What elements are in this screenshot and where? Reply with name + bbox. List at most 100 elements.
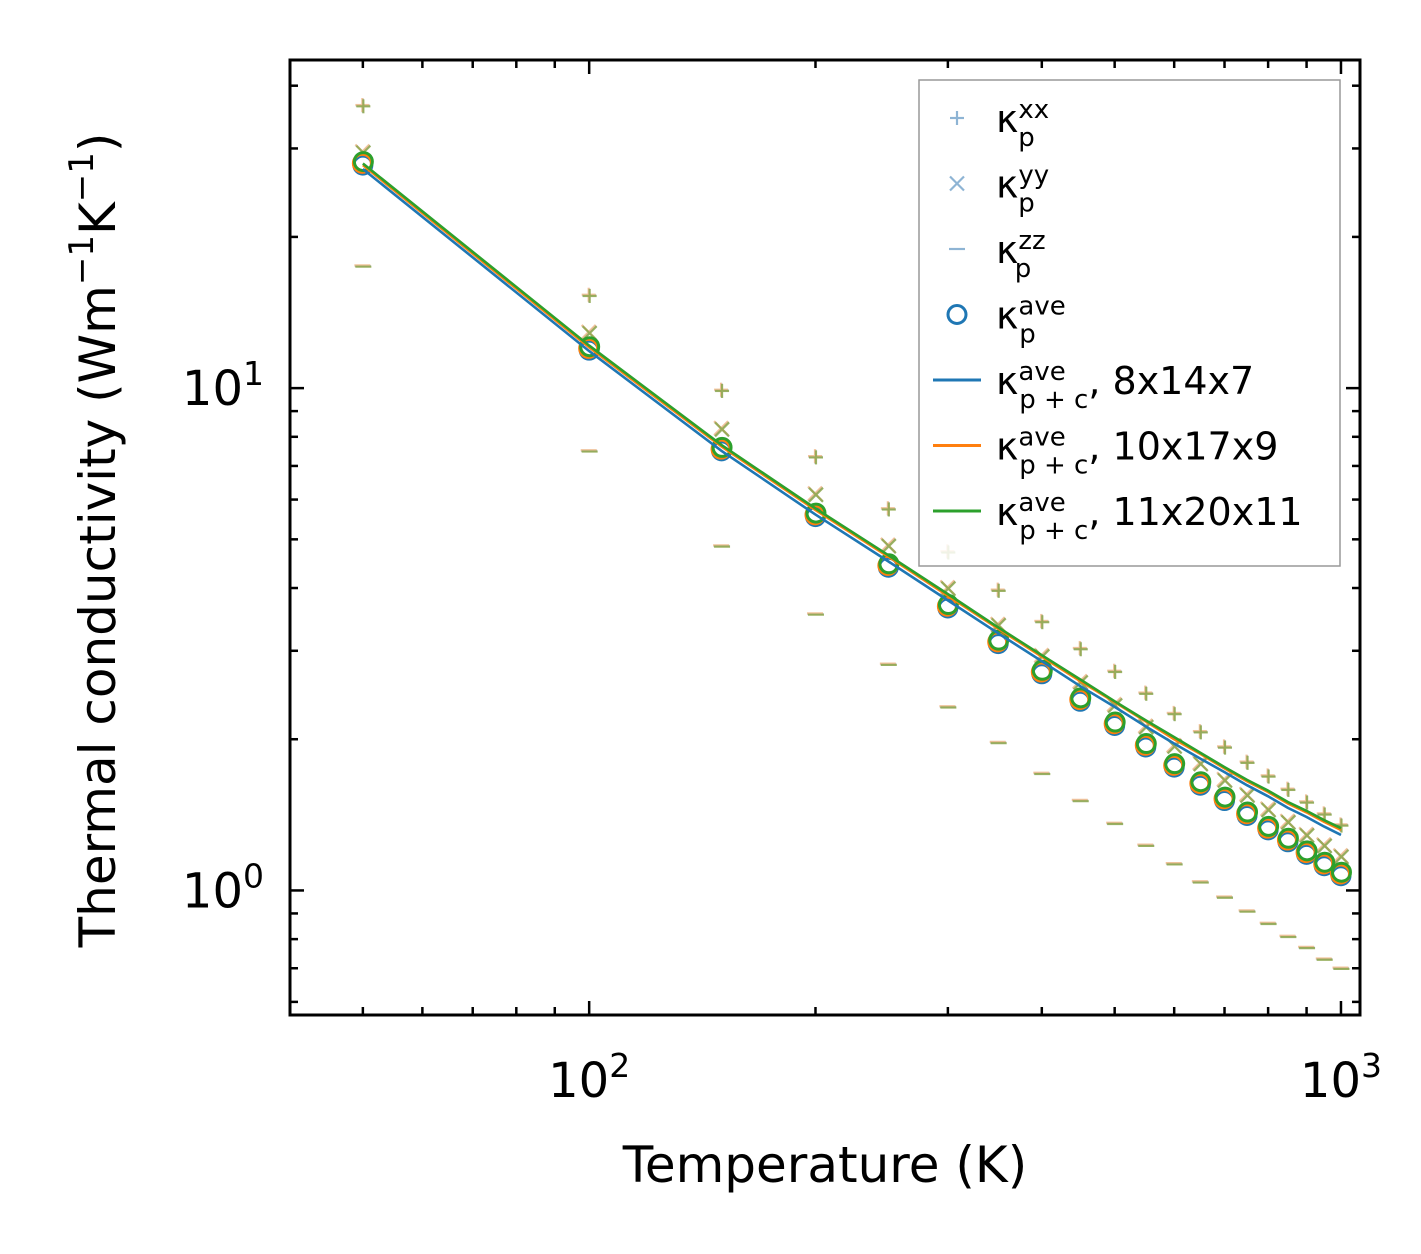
kappa_p_yy-point-3-2-d2: [808, 487, 824, 503]
kappa_p_xx-point-4-2: [881, 502, 896, 517]
legend-label-5-part-2: p + c: [1019, 451, 1088, 481]
kappa_p_ave-point-15-2: [1258, 815, 1280, 837]
kappa_p_ave-point-13-2: [1214, 786, 1236, 808]
legend-marker-3: [946, 304, 968, 325]
legend-label-3-part-0: κ: [996, 294, 1018, 338]
plot-marks: [351, 98, 1352, 971]
legend-label-2-part-2: p: [1015, 254, 1032, 284]
legend-label-4-part-0: κ: [996, 359, 1018, 403]
kappa_p_ave-point-2-2: [711, 436, 733, 458]
kappa_p_ave-point-1-2-ring: [579, 336, 601, 358]
legend-label-3: κave p: [996, 292, 1066, 350]
legend-label-2: κzz p: [996, 226, 1046, 284]
kappa_p_xx-point-12-2: [1193, 725, 1208, 740]
kappa_p_yy-point-3-2: [808, 487, 824, 503]
kappa_p_yy-point-12-2-d2: [1193, 756, 1209, 772]
kappa_p_ave-point-11-2: [1164, 753, 1186, 775]
kappa_p_ave-point-8-2-ring: [1070, 687, 1092, 709]
kappa_p_ave-point-18-2: [1314, 851, 1336, 873]
legend-label-3-part-1: ave: [1018, 292, 1065, 322]
legend-label-5: κave p + c, 10x17x9: [996, 423, 1278, 481]
kappa_p_ave-point-17-2-ring: [1296, 840, 1318, 862]
kappa_p_ave-point-8-2: [1070, 687, 1092, 709]
legend-marker-0: [950, 111, 964, 125]
kappa_p_xx-point-8-2: [1073, 642, 1088, 657]
kappa_p_ave-point-9-2-ring: [1104, 711, 1126, 733]
y-tick-label-1: 100: [182, 856, 264, 919]
kappa_p_ave-point-19-2-ring: [1330, 861, 1352, 883]
legend-entry-0: κxx p: [950, 95, 1049, 153]
kappa_pc_ave_11x20x11-line: [362, 162, 1342, 830]
kappa_p_xx-point-11-2: [1167, 707, 1182, 722]
kappa_p_yy-point-14-2: [1239, 787, 1256, 804]
kappa_p_xx-point-15-2: [1261, 769, 1276, 784]
axis-ticks: [288, 60, 1360, 1015]
kappa_p_ave-point-2-2-ring: [711, 436, 733, 458]
kappa_p_ave-point-19-2: [1330, 861, 1352, 883]
kappa_p_xx-point-2-2: [715, 383, 730, 398]
kappa_p_xx-point-7-2: [1035, 615, 1050, 630]
legend-entry-4: κave p + c, 8x14x7: [933, 357, 1254, 415]
legend-label-2-part-0: κ: [996, 228, 1018, 272]
kappa_p_ave-point-17-2: [1296, 840, 1318, 862]
legend-label-5-part-3: , 10x17x9: [1088, 425, 1278, 469]
series-kappa_p_xx: [355, 98, 1349, 833]
x-tick-label-1000-base: 10: [1300, 1053, 1361, 1109]
kappa_p_yy-point-2-2-d2: [714, 421, 730, 438]
legend-label-1-part-0: κ: [996, 163, 1018, 207]
legend-label-6: κave p + c, 11x20x11: [996, 488, 1303, 546]
kappa_p_yy-point-18-2: [1316, 838, 1333, 854]
x-tick-label-100-exp: 2: [609, 1046, 630, 1085]
kappa_p_yy-point-15-2-d2: [1260, 802, 1277, 818]
legend-entry-3: κave p: [946, 292, 1066, 350]
kappa_pc_ave_8x14x7-line: [362, 167, 1342, 837]
y-tick-label-10: 101: [182, 354, 264, 417]
series-kappa_pc_ave_8x14x7: [362, 167, 1342, 837]
kappa_p_ave-point-16-2: [1277, 827, 1299, 849]
kappa_p_zz-grid-2: [355, 265, 1350, 971]
kappa_p_yy-point-17-2-d2: [1299, 827, 1315, 844]
kappa_p_ave-point-15-2-ring: [1258, 815, 1280, 837]
kappa_p_yy-point-16-2: [1280, 814, 1297, 831]
kappa_p_ave-point-18-2-ring: [1314, 851, 1336, 873]
x-tick-label-100: 102: [548, 1046, 630, 1109]
legend-label-0-part-1: xx: [1018, 95, 1049, 125]
kappa_p_yy-point-4-2: [881, 538, 897, 554]
kappa_p_xx-point-14-2: [1240, 755, 1255, 770]
kappa_p_yy-point-19-2: [1333, 849, 1350, 865]
legend-label-4-part-2: p + c: [1019, 385, 1088, 415]
kappa_p_yy-point-18-2-d2: [1316, 838, 1333, 854]
series-kappa_p_zz: [354, 264, 1350, 971]
legend-entry-6: κave p + c, 11x20x11: [933, 488, 1303, 546]
y-tick-label-1-base: 10: [182, 863, 243, 919]
kappa_p_xx-point-17-2: [1300, 795, 1315, 810]
kappa_p_yy-point-16-2-d2: [1280, 814, 1297, 831]
kappa_p_yy-point-2-2: [714, 421, 730, 438]
kappa_p_ave-point-16-2-ring: [1277, 827, 1299, 849]
legend-label-4: κave p + c, 8x14x7: [996, 357, 1254, 415]
legend-entry-1: κyy p: [949, 161, 1049, 219]
kappa_p_ave-grid-2: [352, 151, 1352, 883]
legend-label-1-part-1: yy: [1018, 161, 1049, 191]
series-kappa_pc_ave_11x20x11: [362, 162, 1342, 830]
legend-label-5-part-1: ave: [1018, 423, 1065, 453]
kappa_p_xx-point-9-2: [1108, 665, 1123, 680]
kappa_p_ave-point-11-2-ring: [1164, 753, 1186, 775]
x-tick-label-1000-exp: 3: [1361, 1046, 1382, 1085]
kappa_p_ave-point-14-2-ring: [1237, 801, 1259, 823]
kappa_p_xx-point-0-2: [356, 99, 371, 114]
legend-label-6-part-2: p + c: [1019, 516, 1088, 546]
legend-label-1: κyy p: [996, 161, 1049, 219]
y-axis-label: Thermal conductivity (Wm−1K−1): [62, 133, 127, 949]
plot-frame: [288, 58, 1362, 1017]
legend-label-0-part-2: p: [1018, 123, 1035, 153]
y-tick-label-10-base: 10: [182, 361, 243, 417]
legend-label-6-part-3: , 11x20x11: [1088, 490, 1302, 534]
legend-label-5-part-0: κ: [996, 425, 1018, 469]
kappa_p_xx-point-3-2: [808, 450, 823, 465]
legend-label-6-part-0: κ: [996, 490, 1018, 534]
legend-entry-5: κave p + c, 10x17x9: [933, 423, 1278, 481]
kappa_p_ave-point-9-2: [1104, 711, 1126, 733]
